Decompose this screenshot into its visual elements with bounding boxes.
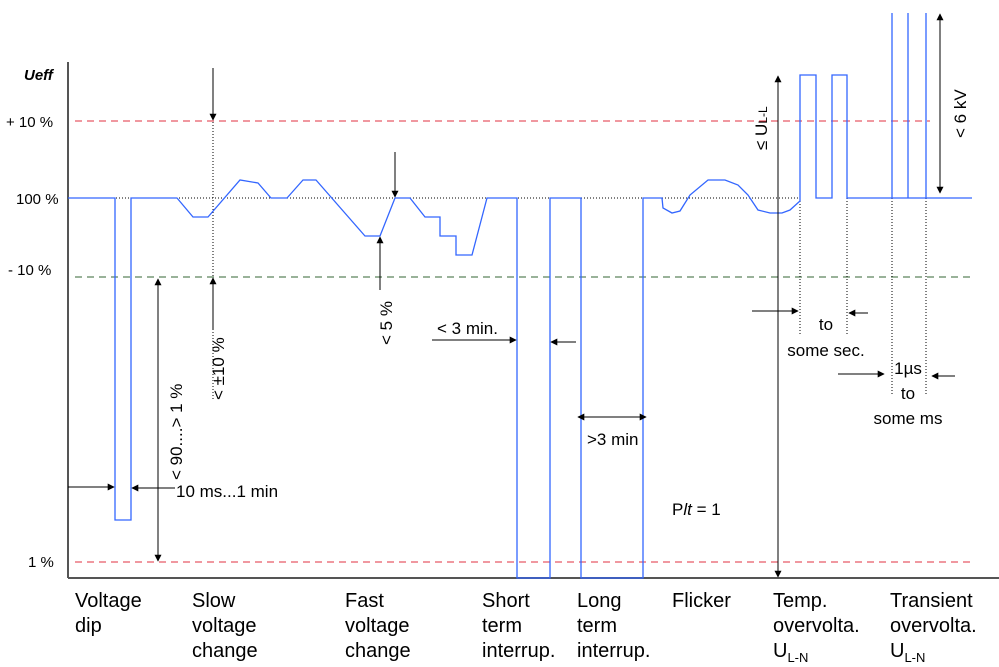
dip-range-label: < 90....> 1 % <box>167 384 186 480</box>
category-temp-overvoltage: Temp. overvolta. UL-N <box>773 590 860 665</box>
long-interrupt-label: >3 min <box>587 430 639 449</box>
svg-text:term: term <box>577 615 617 637</box>
svg-text:interrup.: interrup. <box>482 640 555 662</box>
slow-change-label: < ±10 % <box>209 337 228 400</box>
svg-text:Transient: Transient <box>890 590 973 612</box>
svg-text:voltage: voltage <box>345 615 410 637</box>
flicker-label: Plt = 1 <box>672 500 721 519</box>
voltage-waveform <box>68 13 972 579</box>
svg-text:overvolta.: overvolta. <box>773 615 860 637</box>
y-axis-title: Ueff <box>24 67 55 84</box>
category-slow-voltage-change: Slow voltage change <box>192 590 258 662</box>
category-long-term-interruption: Long term interrup. <box>577 590 650 662</box>
svg-text:change: change <box>345 640 411 662</box>
svg-text:Short: Short <box>482 590 530 612</box>
dip-duration-label: 10 ms...1 min <box>176 482 278 501</box>
category-flicker: Flicker <box>672 590 731 612</box>
svg-text:change: change <box>192 640 258 662</box>
svg-text:dip: dip <box>75 615 102 637</box>
tick-1: 1 % <box>28 554 54 571</box>
category-transient-overvoltage: Transient overvolta. UL-N <box>890 590 977 665</box>
category-short-term-interruption: Short term interrup. <box>482 590 555 662</box>
tick-100: 100 % <box>16 191 59 208</box>
category-voltage-dip: Voltage dip <box>75 590 142 637</box>
svg-text:overvolta.: overvolta. <box>890 615 977 637</box>
short-interrupt-label: < 3 min. <box>437 319 498 338</box>
svg-text:Slow: Slow <box>192 590 236 612</box>
temp-limit-label: ≤ UL-L <box>752 106 771 150</box>
svg-text:Long: Long <box>577 590 622 612</box>
transient-duration-line2: to <box>901 384 915 403</box>
svg-text:Flicker: Flicker <box>672 590 731 612</box>
svg-text:voltage: voltage <box>192 615 257 637</box>
svg-text:UL-N: UL-N <box>773 640 808 665</box>
svg-text:UL-N: UL-N <box>890 640 925 665</box>
category-fast-voltage-change: Fast voltage change <box>345 590 411 662</box>
tick-plus10: + 10 % <box>6 114 53 131</box>
transient-duration-line1: 1µs <box>894 359 922 378</box>
tick-minus10: - 10 % <box>8 262 51 279</box>
fast-change-label: < 5 % <box>377 301 396 345</box>
temp-duration-line1: to <box>819 315 833 334</box>
svg-text:Voltage: Voltage <box>75 590 142 612</box>
transient-limit-label: < 6 kV <box>951 89 970 138</box>
svg-text:term: term <box>482 615 522 637</box>
transient-duration-line3: some ms <box>874 409 943 428</box>
svg-text:Fast: Fast <box>345 590 384 612</box>
svg-text:interrup.: interrup. <box>577 640 650 662</box>
svg-text:Temp.: Temp. <box>773 590 827 612</box>
temp-duration-line2: some sec. <box>787 341 864 360</box>
